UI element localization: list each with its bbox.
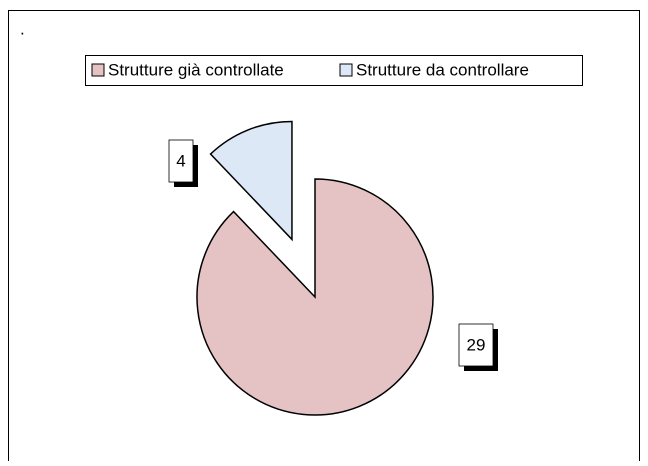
legend-box [85, 55, 583, 86]
legend-swatch [339, 63, 353, 77]
legend-swatch [91, 63, 105, 77]
label-box [168, 139, 194, 183]
chart-title: . [20, 19, 25, 38]
label-box [458, 323, 494, 367]
data-label: 4 [176, 151, 185, 170]
legend-label: Strutture già controllate [108, 60, 284, 79]
data-label: 29 [467, 335, 486, 354]
legend-label: Strutture da controllare [356, 60, 529, 79]
pie-slice [196, 178, 434, 416]
pie-slice [209, 120, 293, 242]
